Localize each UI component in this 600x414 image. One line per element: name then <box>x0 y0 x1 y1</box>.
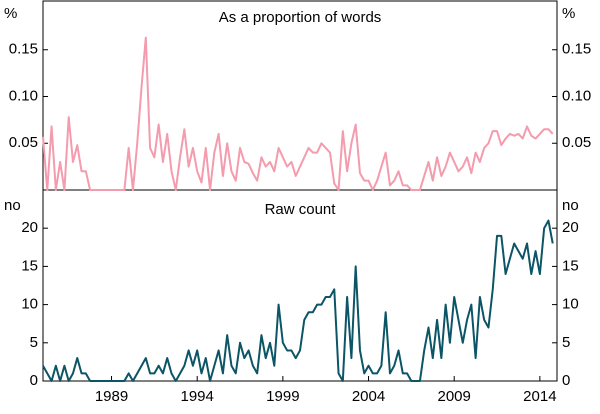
y2-tick-label: 15 <box>562 257 579 274</box>
y-tick-label: 0 <box>30 372 38 389</box>
y-tick-label: 0.10 <box>9 87 38 104</box>
x-tick-label: 2004 <box>352 388 385 405</box>
y-tick-label: 10 <box>21 296 38 313</box>
x-tick-label: 2014 <box>523 388 556 405</box>
y2-tick-label: 5 <box>562 334 570 351</box>
x-tick-label: 2009 <box>438 388 471 405</box>
y-unit-label: no <box>4 197 21 214</box>
y2-tick-label: 0.15 <box>562 41 591 58</box>
y-tick-label: 0.05 <box>9 134 38 151</box>
panel-title: Raw count <box>265 201 337 218</box>
y2-tick-label: 0.05 <box>562 134 591 151</box>
y2-unit-label: no <box>562 197 579 214</box>
y-tick-label: 15 <box>21 257 38 274</box>
data-line <box>42 219 554 382</box>
y-tick-label: 0.15 <box>9 41 38 58</box>
y-tick-label: 5 <box>30 334 38 351</box>
x-tick-label: 1999 <box>266 388 299 405</box>
x-tick-label: 1989 <box>95 388 128 405</box>
y2-tick-label: 0 <box>562 372 570 389</box>
y2-unit-label: % <box>562 5 575 22</box>
y2-tick-label: 10 <box>562 296 579 313</box>
y-unit-label: % <box>4 5 17 22</box>
x-tick-label: 1994 <box>181 388 214 405</box>
y-tick-label: 20 <box>21 219 38 236</box>
y2-tick-label: 20 <box>562 219 579 236</box>
data-line <box>42 36 554 191</box>
plot-frame <box>42 0 558 382</box>
y2-tick-label: 0.10 <box>562 87 591 104</box>
panel-title: As a proportion of words <box>219 9 382 26</box>
